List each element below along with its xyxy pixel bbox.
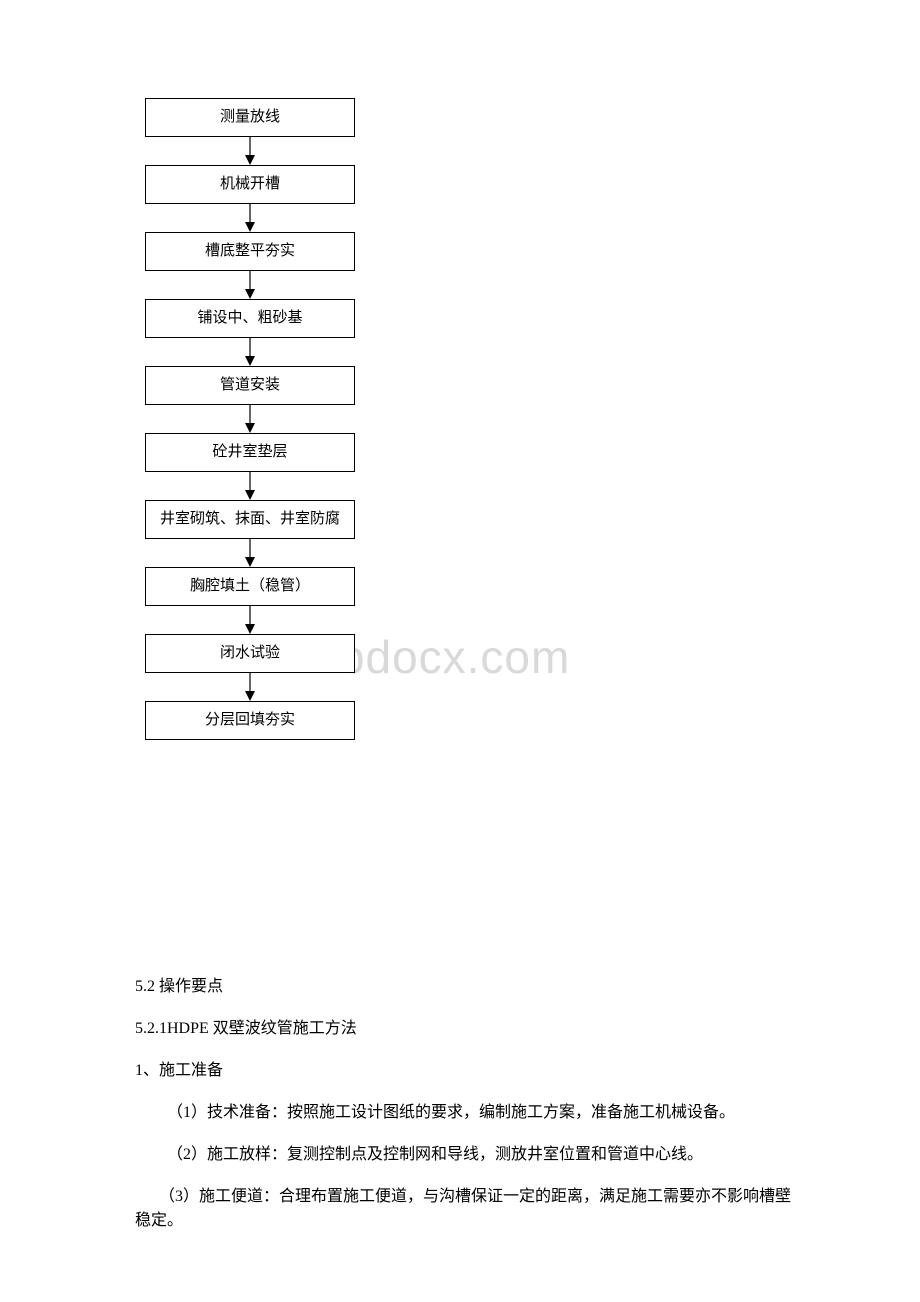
paragraph-text: （2）施工放样：复测控制点及控制网和导线，测放井室位置和管道中心线。: [135, 1143, 795, 1167]
flow-node-8: 胸腔填土（稳管）: [145, 567, 355, 606]
section-heading: 5.2 操作要点: [135, 975, 795, 999]
flow-node-3: 槽底整平夯实: [145, 232, 355, 271]
flow-node-1: 测量放线: [145, 98, 355, 137]
flow-arrow: [145, 405, 355, 433]
flow-arrow: [145, 539, 355, 567]
flow-node-6: 砼井室垫层: [145, 433, 355, 472]
flow-node-7: 井室砌筑、抹面、井室防腐: [145, 500, 355, 539]
flow-node-9: 闭水试验: [145, 634, 355, 673]
flow-node-2: 机械开槽: [145, 165, 355, 204]
paragraph-text: （1）技术准备：按照施工设计图纸的要求，编制施工方案，准备施工机械设备。: [135, 1101, 795, 1125]
flow-node-4: 铺设中、粗砂基: [145, 299, 355, 338]
flow-arrow: [145, 271, 355, 299]
flow-arrow: [145, 606, 355, 634]
flow-arrow: [145, 673, 355, 701]
flowchart-container: 测量放线 机械开槽 槽底整平夯实 铺设中、粗砂基 管道安装 砼井室垫层: [145, 98, 355, 740]
flow-node-10: 分层回填夯实: [145, 701, 355, 740]
flow-arrow: [145, 472, 355, 500]
body-text-section: 5.2 操作要点 5.2.1HDPE 双壁波纹管施工方法 1、施工准备 （1）技…: [135, 975, 795, 1251]
flow-arrow: [145, 204, 355, 232]
flow-arrow: [145, 338, 355, 366]
item-heading: 1、施工准备: [135, 1059, 795, 1083]
flow-node-5: 管道安装: [145, 366, 355, 405]
paragraph-text: （3）施工便道：合理布置施工便道，与沟槽保证一定的距离，满足施工需要亦不影响槽壁…: [135, 1185, 795, 1233]
subsection-heading: 5.2.1HDPE 双壁波纹管施工方法: [135, 1017, 795, 1041]
flow-arrow: [145, 137, 355, 165]
